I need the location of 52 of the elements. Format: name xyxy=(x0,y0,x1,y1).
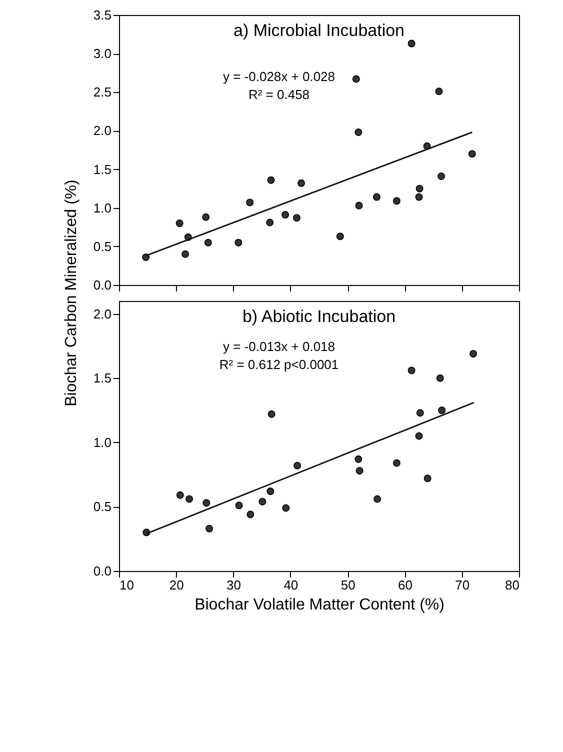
point xyxy=(355,202,363,210)
point xyxy=(266,218,274,226)
y-tick-label: 1.0 xyxy=(93,200,112,216)
y-tick-label: 2.0 xyxy=(93,123,112,138)
y-tick-label: 1.0 xyxy=(93,434,112,450)
y-tick-label: 3.0 xyxy=(93,46,112,62)
x-tick-label: 70 xyxy=(455,578,470,592)
point xyxy=(176,220,184,228)
y-tick-label: 2.0 xyxy=(93,306,112,322)
y-axis-title: Biochar Carbon Mineralized (%) xyxy=(63,180,80,406)
point xyxy=(298,179,306,187)
y-tick-label: 0.5 xyxy=(93,499,112,514)
point xyxy=(204,238,212,246)
point xyxy=(352,75,360,83)
x-tick-label: 80 xyxy=(505,578,520,592)
point xyxy=(336,232,344,240)
annotation: b) Abiotic Incubation xyxy=(242,307,396,326)
point xyxy=(234,238,242,246)
annotation: y = -0.028x + 0.028 xyxy=(222,69,336,84)
point xyxy=(415,193,423,201)
point xyxy=(392,197,400,205)
annotation: R² = 0.458 xyxy=(248,87,310,102)
point xyxy=(246,198,254,206)
x-tick-label: 50 xyxy=(340,578,356,592)
point xyxy=(354,128,362,136)
point xyxy=(267,176,275,184)
annotation: y = -0.013x + 0.018 xyxy=(222,339,336,354)
point xyxy=(468,150,476,158)
point xyxy=(292,214,300,222)
y-tick-label: 0.0 xyxy=(93,564,112,578)
y-tick-label: 0.5 xyxy=(93,238,112,254)
x-axis-title: Biochar Volatile Matter Content (%) xyxy=(194,596,444,614)
point xyxy=(416,184,424,192)
point xyxy=(408,40,416,48)
annotation: R² = 0.612 p<0.0001 xyxy=(219,357,339,372)
point xyxy=(435,88,443,96)
point xyxy=(202,213,210,221)
point xyxy=(182,250,190,258)
y-tick-label: 0.0 xyxy=(93,278,112,292)
y-tick-label: 3.5 xyxy=(93,8,112,22)
y-tick-label: 2.5 xyxy=(93,84,112,100)
x-tick-label: 20 xyxy=(169,578,184,592)
x-tick-label: 10 xyxy=(120,578,134,592)
y-tick-label: 1.5 xyxy=(93,162,112,177)
point xyxy=(372,193,380,201)
y-tick-label: 1.5 xyxy=(93,370,112,386)
x-tick-label: 60 xyxy=(398,578,412,592)
x-tick-label: 30 xyxy=(226,578,242,592)
point xyxy=(438,172,446,180)
point xyxy=(282,211,290,219)
x-tick-label: 40 xyxy=(284,578,298,592)
annotation: a) Microbial Incubation xyxy=(233,21,405,40)
